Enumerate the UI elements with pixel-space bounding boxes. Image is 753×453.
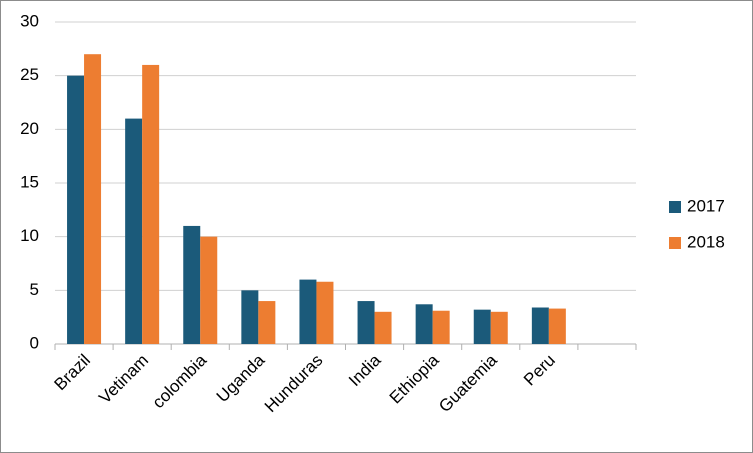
legend-label: 2018 [687, 232, 725, 251]
bar [299, 279, 317, 344]
bar [432, 310, 450, 344]
bar [241, 290, 259, 344]
bar [490, 311, 508, 344]
y-tick-label: 10 [20, 226, 39, 245]
bar [125, 118, 143, 344]
bar [183, 225, 201, 344]
bar [142, 64, 160, 344]
y-tick-label: 0 [30, 333, 39, 352]
bar [258, 301, 276, 344]
bar [374, 311, 392, 344]
legend-swatch [669, 237, 681, 249]
legend-swatch [669, 201, 681, 213]
y-tick-label: 30 [20, 11, 39, 30]
y-tick-label: 15 [20, 172, 39, 191]
bar [200, 236, 218, 344]
y-tick-label: 20 [20, 119, 39, 138]
bar [67, 75, 85, 345]
bar [531, 307, 549, 344]
bar [473, 309, 491, 344]
bar [84, 54, 102, 344]
bar [548, 308, 566, 344]
bar [357, 301, 375, 344]
legend-label: 2017 [687, 196, 725, 215]
y-tick-label: 5 [30, 280, 39, 299]
bar [415, 304, 433, 344]
y-tick-label: 25 [20, 65, 39, 84]
bar [316, 281, 334, 344]
